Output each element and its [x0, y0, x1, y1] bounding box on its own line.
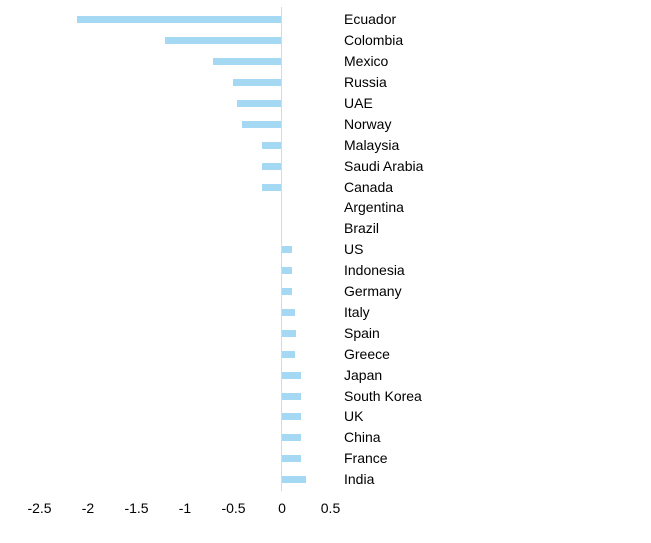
- x-tick-label--1: -1: [178, 500, 192, 516]
- bar-india: [282, 476, 307, 484]
- category-label-norway: Norway: [344, 115, 392, 132]
- x-tick-label--0p5: -0.5: [221, 500, 246, 516]
- bar-china: [282, 434, 302, 442]
- category-label-france: France: [344, 450, 388, 467]
- bar-uae: [237, 99, 281, 107]
- bar-malaysia: [261, 141, 281, 149]
- bar-colombia: [164, 37, 281, 45]
- bar-us: [282, 246, 292, 254]
- bar-greece: [282, 350, 295, 358]
- bar-saudi-arabia: [261, 162, 281, 170]
- x-tick-label-0p5: 0.5: [320, 500, 341, 516]
- bar-norway: [242, 120, 281, 128]
- category-label-brazil: Brazil: [344, 220, 380, 237]
- bar-ecuador: [77, 16, 281, 24]
- category-label-canada: Canada: [344, 178, 394, 195]
- category-label-china: China: [344, 429, 381, 446]
- x-tick-label--2: -2: [81, 500, 95, 516]
- category-label-germany: Germany: [344, 283, 402, 299]
- zero-axis-line: [281, 7, 282, 491]
- category-label-india: India: [344, 471, 375, 488]
- bar-italy: [282, 308, 295, 316]
- category-label-indonesia: Indonesia: [344, 262, 405, 279]
- category-label-greece: Greece: [344, 345, 390, 362]
- bar-canada: [261, 183, 281, 191]
- category-label-argentina: Argentina: [344, 199, 404, 216]
- bar-russia: [232, 79, 281, 86]
- category-label-mexico: Mexico: [344, 53, 389, 70]
- category-label-russia: Russia: [344, 74, 387, 90]
- category-label-colombia: Colombia: [344, 32, 404, 49]
- x-tick-label--1p5: -1.5: [124, 500, 149, 516]
- category-label-spain: Spain: [344, 324, 380, 341]
- x-tick-label--2p5: -2.5: [27, 500, 52, 516]
- category-label-saudi-arabia: Saudi Arabia: [344, 157, 424, 174]
- bar-japan: [282, 371, 302, 379]
- bar-mexico: [213, 58, 281, 66]
- bar-spain: [282, 329, 296, 337]
- category-label-us: US: [344, 241, 364, 258]
- category-label-south-korea: South Korea: [344, 387, 422, 404]
- bar-indonesia: [282, 267, 292, 275]
- bar-south-korea: [282, 392, 302, 400]
- category-label-italy: Italy: [344, 303, 370, 320]
- category-label-uk: UK: [344, 408, 364, 425]
- category-label-malaysia: Malaysia: [344, 136, 400, 153]
- bar-germany: [282, 288, 292, 295]
- bar-france: [282, 455, 302, 463]
- category-label-ecuador: Ecuador: [344, 11, 397, 28]
- bar-uk: [282, 413, 302, 421]
- category-label-uae: UAE: [344, 94, 373, 111]
- category-label-japan: Japan: [344, 366, 383, 383]
- x-tick-label-0: 0: [278, 500, 286, 516]
